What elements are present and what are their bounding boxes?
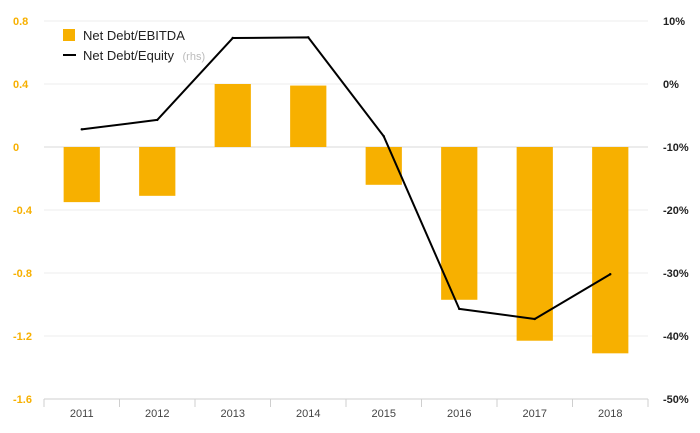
legend-label-line-suffix: (rhs): [183, 51, 206, 63]
y-left-tick-label: -1.6: [13, 394, 32, 406]
line-series: [80, 36, 612, 321]
bar-2018: [592, 147, 629, 354]
y-right-tick-label: -10%: [663, 142, 689, 154]
bar-2011: [63, 147, 100, 203]
legend-label-bar: Net Debt/EBITDA: [83, 28, 185, 43]
line-point-2012: [156, 118, 159, 122]
y-right-tick-label: -30%: [663, 268, 689, 280]
x-tick-label: 2015: [372, 408, 396, 420]
legend: Net Debt/EBITDA Net Debt/Equity (rhs): [63, 28, 205, 64]
bar-2012: [139, 147, 176, 196]
line-point-2018: [609, 273, 612, 276]
x-tick-label: 2014: [296, 408, 320, 420]
axes: 0.8 0.4 0 -0.4 -0.8 -1.2 -1.6 10% 0% -10% -20% -30%…: [13, 16, 689, 420]
x-tick-label: 2012: [145, 408, 169, 420]
legend-swatch-bar: [63, 29, 75, 41]
bar-2016: [441, 147, 478, 300]
x-tick-label: 2011: [70, 408, 94, 420]
bar-2014: [290, 85, 327, 147]
bar-2017: [516, 147, 553, 341]
line-point-2015: [382, 135, 385, 138]
y-right-tick-label: -50%: [663, 394, 689, 406]
x-tick-label: 2016: [447, 408, 471, 420]
y-left-tick-label: 0.4: [13, 79, 29, 91]
y-right-tick-label: 0%: [663, 79, 679, 91]
y-left-tick-label: 0.8: [13, 16, 28, 28]
x-tick-label: 2013: [221, 408, 245, 420]
y-right-tick-label: -20%: [663, 205, 689, 217]
x-tick-label: 2017: [523, 408, 547, 420]
legend-label-line-name: Net Debt/Equity: [83, 48, 175, 63]
line-point-2014: [307, 36, 310, 39]
y-left-tick-label: -0.4: [13, 205, 33, 217]
y-right-tick-label: -40%: [663, 331, 689, 343]
bar-series: [63, 84, 629, 354]
x-tick-label: 2018: [598, 408, 622, 420]
line-point-2017: [533, 317, 536, 321]
y-left-tick-label: -1.2: [13, 331, 32, 343]
line-point-2011: [80, 128, 83, 131]
y-left-tick-label: 0: [13, 142, 19, 154]
bar-2013: [214, 84, 251, 147]
line-point-2013: [231, 36, 234, 40]
gridlines: [44, 20, 648, 400]
line-point-2016: [458, 307, 461, 311]
y-right-tick-label: 10%: [663, 16, 685, 28]
y-left-tick-label: -0.8: [13, 268, 32, 280]
legend-label-line: Net Debt/Equity (rhs): [83, 47, 205, 64]
line-net-debt-equity: [81, 36, 611, 320]
